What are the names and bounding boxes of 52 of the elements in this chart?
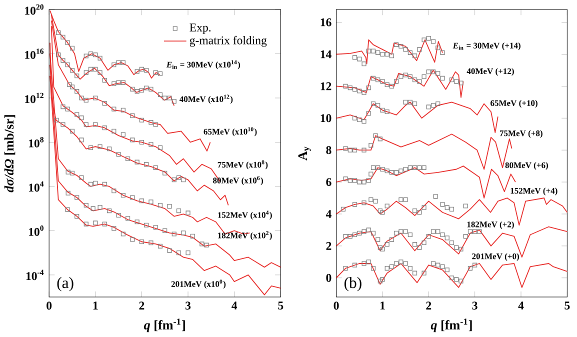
x-tick-label: 4: [518, 302, 524, 310]
x-tick-label: 1: [380, 302, 385, 310]
annotation: 182MeV (+2): [467, 222, 514, 230]
annotation: (b): [344, 277, 362, 292]
y-tick-label: 10$^{20}$: [25, 4, 44, 15]
annotation: 182MeV (x10$^{2}$): [218, 231, 272, 240]
y-tick-label: 8: [326, 146, 332, 154]
y-axis-title: dσ/dΩ [mb/sr]: [4, 115, 16, 192]
y-tick-label: 4: [326, 210, 332, 218]
annotation: 40MeV (x10$^{12}$): [180, 94, 233, 104]
y-tick-label: 14: [320, 50, 332, 58]
y-tick-label: 10$^{12}$: [25, 93, 44, 104]
y-tick-label: 0: [326, 274, 332, 282]
y-tick-label: 10: [320, 114, 332, 122]
annotation: 152MeV (+4): [510, 188, 558, 196]
x-tick-label: 5: [564, 302, 570, 310]
annotation: 75MeV (x10$^{8}$): [218, 160, 268, 170]
x-tick-label: 0: [334, 302, 339, 310]
annotation: 80MeV (+6): [505, 162, 548, 170]
annotation: E$_{in}$ = 30MeV (+14): [452, 42, 520, 50]
x-tick-label: 1: [93, 302, 98, 310]
y-tick-label: 12: [320, 82, 332, 90]
annotation: (a): [57, 277, 74, 292]
x-tick-label: 2: [426, 302, 432, 310]
legend-label: Exp.: [190, 24, 211, 34]
legend-label: g-matrix folding: [190, 36, 267, 48]
y-tick-label: 10$^{16}$: [25, 48, 44, 60]
y-axis-title: A$_{y}$: [298, 146, 311, 161]
annotation: 201MeV (x10$^{0}$): [171, 280, 226, 289]
x-tick-label: 4: [232, 302, 238, 310]
x-axis-title: q [fm$^{-1}$]: [144, 318, 185, 332]
y-tick-label: 10$^{0}$: [29, 226, 44, 236]
annotation: 152MeV (x10$^{4}$): [218, 210, 272, 220]
annotation: 65MeV (+10): [490, 100, 538, 108]
y-tick-label: 2: [326, 242, 332, 250]
y-tick-label: 16: [320, 18, 332, 27]
annotation: E$_{in}$ = 30MeV (x10$^{14}$): [166, 60, 240, 70]
y-tick-label: 6: [326, 178, 332, 186]
annotation: 75MeV (+8): [500, 130, 542, 138]
x-axis-title: q [fm$^{-1}$]: [430, 318, 472, 332]
y-tick-label: 10$^{4}$: [29, 182, 44, 192]
x-tick-label: 3: [186, 302, 191, 310]
x-tick-label: 3: [472, 302, 478, 310]
y-tick-label: 10$^{-4}$: [26, 270, 44, 280]
x-tick-label: 0: [46, 302, 52, 310]
x-tick-label: 2: [139, 302, 144, 310]
x-tick-label: 5: [278, 302, 284, 310]
annotation: 80MeV (x10$^{6}$): [213, 176, 264, 186]
y-tick-label: 10$^{8}$: [29, 137, 44, 148]
annotation: 40MeV (+12): [466, 68, 514, 76]
annotation: 201MeV (+0): [472, 253, 519, 262]
annotation: 65MeV (x10$^{10}$): [204, 127, 257, 136]
